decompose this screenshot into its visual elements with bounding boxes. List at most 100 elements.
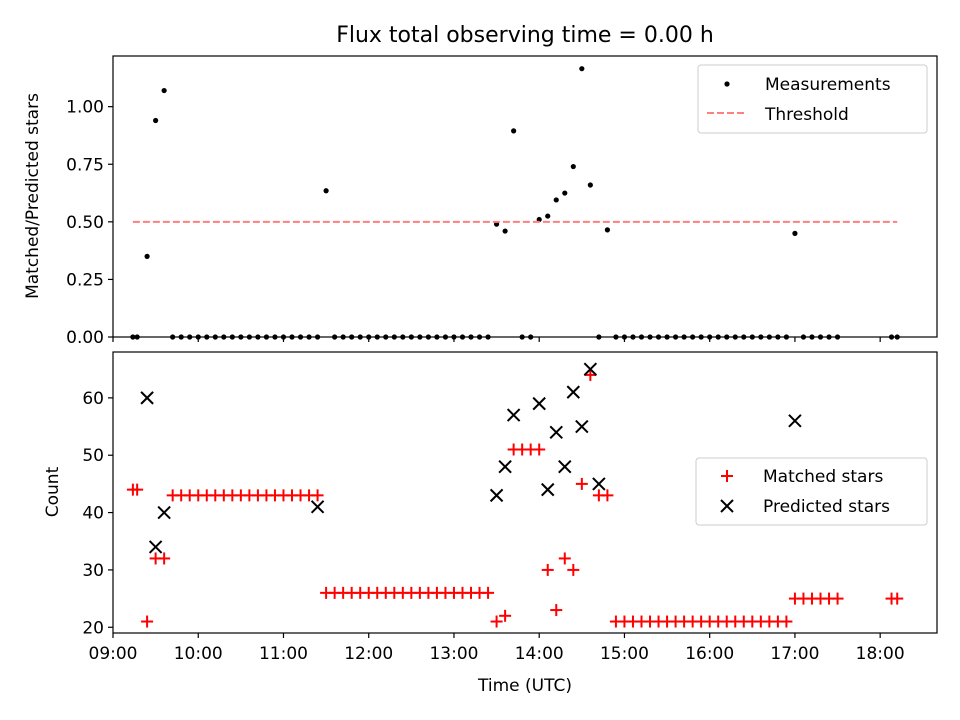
measurement-point (511, 128, 517, 134)
measurement-point (280, 334, 287, 340)
top-legend-frame (697, 64, 928, 134)
x-tick-label: 12:00 (344, 644, 393, 664)
measurement-point (493, 221, 500, 227)
matched-stars-point (311, 489, 324, 502)
measurement-point (408, 334, 414, 340)
bottom-y-tick-label: 60 (82, 389, 104, 409)
measurement-point (834, 334, 841, 340)
predicted-stars-point (592, 477, 606, 491)
measurement-point (400, 334, 406, 340)
measurement-point (187, 334, 193, 340)
bottom-x-axis-label: Time (UTC) (477, 676, 572, 696)
measurement-point (604, 227, 611, 233)
measurement-point (289, 334, 295, 340)
measurement-point (459, 334, 466, 340)
measurement-point (340, 334, 346, 340)
predicted-stars-point (140, 391, 154, 405)
measurement-point (134, 334, 140, 340)
predicted-stars-point (532, 396, 546, 411)
legend-marker-matched (721, 470, 733, 482)
matched-stars-point (550, 604, 563, 617)
measurement-point (817, 334, 824, 340)
measurement-point (314, 334, 321, 340)
top-y-tick-label: 0.00 (66, 328, 104, 348)
measurement-point (664, 334, 670, 340)
matched-stars-point (499, 609, 512, 622)
measurement-point (536, 216, 542, 223)
legend-label-threshold: Threshold (764, 105, 849, 125)
measurement-point (715, 334, 721, 340)
bottom-y-tick-label: 30 (82, 561, 104, 581)
x-tick-label: 11:00 (259, 644, 308, 664)
bottom-legend-frame (695, 457, 928, 526)
bottom-legend: Matched stars Predicted stars (695, 457, 928, 526)
measurement-point (272, 334, 278, 340)
bottom-plot-area: 09:00 10:00 11:00 12:00 13:00 14:00 15:00 16:00… (82, 351, 938, 664)
measurement-point (297, 334, 304, 340)
measurement-point (170, 334, 176, 340)
measurement-point (528, 334, 534, 340)
x-tick-label: 09:00 (89, 644, 138, 664)
measurement-point (332, 334, 338, 340)
measurement-point (570, 163, 576, 170)
measurement-point (545, 213, 551, 219)
measurement-point (229, 334, 235, 340)
bottom-y-tick-label: 40 (82, 504, 104, 524)
measurement-point (442, 334, 449, 340)
top-panel: Flux total observing time = 0.00 h 0.000… (23, 23, 938, 348)
predicted-stars-point (506, 408, 521, 422)
measurement-point (221, 334, 227, 340)
predicted-stars-point (549, 425, 563, 439)
measurement-point (800, 334, 807, 340)
top-legend: Measurements Threshold (697, 64, 928, 134)
measurement-point (476, 334, 483, 340)
measurement-point (349, 334, 355, 340)
measurement-point (153, 117, 159, 124)
measurement-point (306, 334, 312, 340)
top-title: Flux total observing time = 0.00 h (336, 23, 714, 48)
measurement-point (826, 334, 832, 340)
measurement-point (263, 334, 270, 340)
measurement-point (672, 334, 679, 340)
matched-stars-point (158, 552, 171, 565)
measurement-point (681, 334, 687, 340)
measurement-point (758, 334, 764, 340)
measurement-point (741, 334, 747, 340)
measurement-point (238, 334, 244, 340)
measurement-point (766, 334, 772, 340)
top-y-axis-label: Matched/Predicted stars (23, 93, 43, 299)
measurement-point (485, 334, 491, 340)
measurement-point (792, 230, 798, 236)
measurement-point (775, 334, 781, 340)
measurement-point (749, 334, 755, 340)
measurement-point (357, 334, 363, 340)
predicted-stars-point (575, 419, 589, 434)
matched-stars-point (575, 477, 588, 490)
legend-label-predicted: Predicted stars (763, 497, 890, 517)
measurement-point (707, 334, 713, 340)
matched-stars-point (831, 592, 844, 605)
measurement-point (690, 334, 696, 340)
measurement-point (161, 87, 167, 94)
measurement-point (613, 334, 619, 340)
matched-stars-point (567, 563, 580, 576)
predicted-stars-point (558, 459, 572, 474)
measurement-point (323, 188, 329, 194)
matched-stars-point (490, 615, 503, 628)
legend-marker-predicted (720, 499, 734, 513)
measurement-point (502, 228, 508, 234)
measurement-point (204, 334, 210, 340)
predicted-stars-point (583, 362, 598, 376)
matched-stars-point (780, 615, 793, 628)
measurement-point (655, 334, 662, 340)
measurement-point (894, 334, 900, 340)
measurement-point (596, 334, 602, 340)
measurement-point (621, 334, 628, 340)
predicted-stars-point (310, 500, 325, 514)
measurement-point (178, 334, 184, 340)
matched-stars-point (891, 592, 904, 605)
measurement-point (638, 334, 645, 340)
bottom-y-tick-label: 50 (82, 446, 104, 466)
measurement-point (144, 253, 150, 259)
measurement-point (647, 334, 653, 340)
